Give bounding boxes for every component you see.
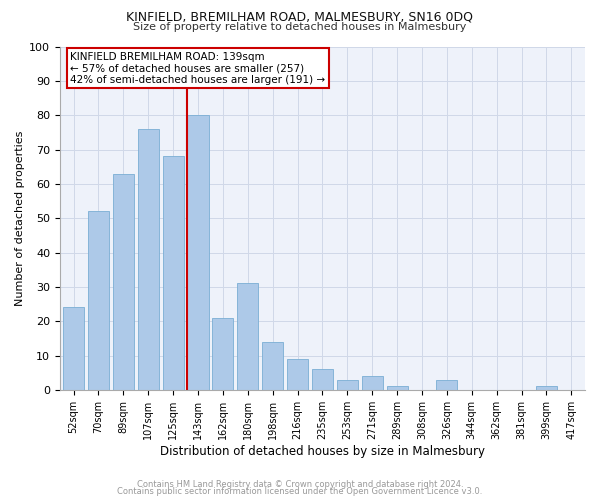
Text: KINFIELD, BREMILHAM ROAD, MALMESBURY, SN16 0DQ: KINFIELD, BREMILHAM ROAD, MALMESBURY, SN… (127, 11, 473, 24)
Bar (187, 115, 209, 390)
Bar (63, 308, 84, 390)
Y-axis label: Number of detached properties: Number of detached properties (15, 130, 25, 306)
Bar (362, 376, 383, 390)
Bar (88, 212, 109, 390)
Bar (287, 359, 308, 390)
Bar (137, 129, 159, 390)
Bar (536, 386, 557, 390)
Text: KINFIELD BREMILHAM ROAD: 139sqm
← 57% of detached houses are smaller (257)
42% o: KINFIELD BREMILHAM ROAD: 139sqm ← 57% of… (70, 52, 326, 85)
Bar (163, 156, 184, 390)
X-axis label: Distribution of detached houses by size in Malmesbury: Distribution of detached houses by size … (160, 444, 485, 458)
Text: Contains HM Land Registry data © Crown copyright and database right 2024.: Contains HM Land Registry data © Crown c… (137, 480, 463, 489)
Bar (237, 284, 259, 390)
Bar (312, 369, 333, 390)
Text: Contains public sector information licensed under the Open Government Licence v3: Contains public sector information licen… (118, 487, 482, 496)
Bar (386, 386, 407, 390)
Bar (262, 342, 283, 390)
Bar (212, 318, 233, 390)
Bar (337, 380, 358, 390)
Bar (436, 380, 457, 390)
Text: Size of property relative to detached houses in Malmesbury: Size of property relative to detached ho… (133, 22, 467, 32)
Bar (113, 174, 134, 390)
